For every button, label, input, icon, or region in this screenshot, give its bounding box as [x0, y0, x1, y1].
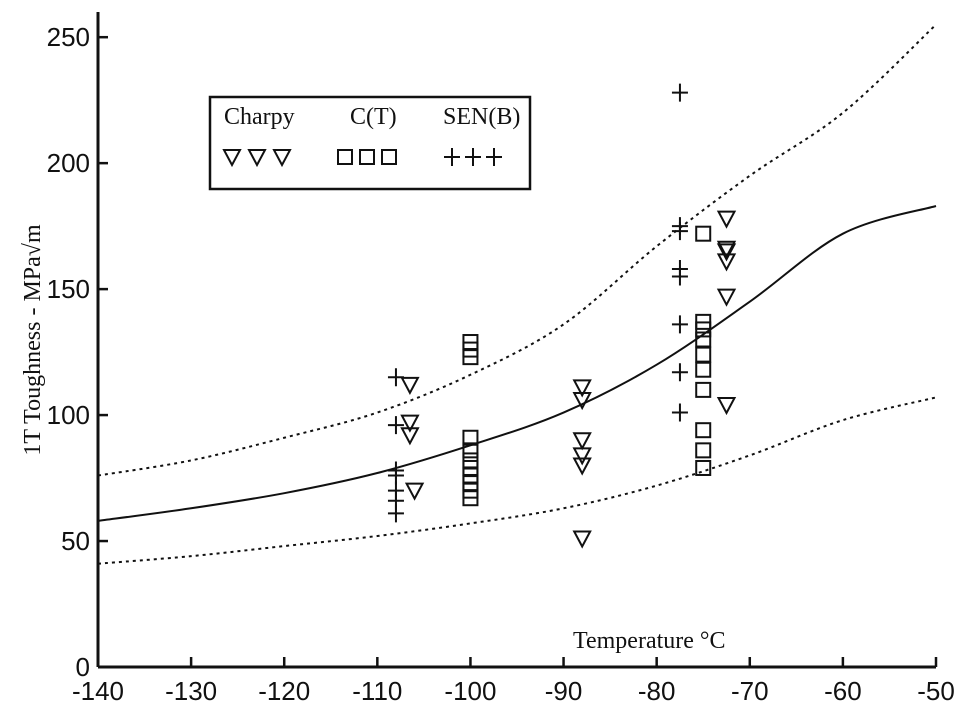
- x-tick-label: -130: [165, 676, 217, 706]
- sen-b-point: [671, 83, 688, 102]
- legend-box: [208, 95, 532, 191]
- y-tick-label: 50: [61, 526, 90, 556]
- median-curve: [97, 205, 937, 522]
- x-tick-label: -120: [258, 676, 310, 706]
- c-t-point: [695, 225, 712, 242]
- c-t-point: [462, 490, 479, 507]
- legend-label-ct: C(T): [350, 104, 397, 130]
- charpy-point: [716, 210, 737, 229]
- legend-marker-charpy: [222, 149, 242, 168]
- y-tick-label: 100: [47, 400, 90, 430]
- legend-label-senb: SEN(B): [443, 104, 520, 130]
- c-t-point: [695, 361, 712, 378]
- legend-marker-senb: [465, 148, 481, 166]
- charpy-point: [572, 391, 592, 411]
- legend-marker-ct: [337, 149, 353, 165]
- x-tick-label: -110: [352, 676, 402, 706]
- x-tick-label: -50: [917, 676, 955, 706]
- charpy-point: [404, 482, 425, 501]
- sen-b-point: [387, 416, 404, 435]
- x-axis-title: Temperature °C: [573, 628, 726, 654]
- charpy-point: [400, 376, 420, 395]
- c-t-point: [462, 349, 479, 366]
- y-axis-title: 1T Toughness - MPa√m: [20, 224, 46, 456]
- data-points: [387, 83, 737, 549]
- legend-label-charpy: Charpy: [224, 104, 295, 130]
- dotted-bound-curve: [97, 23, 937, 477]
- legend-marker-ct: [381, 149, 397, 165]
- legend-marker-senb: [486, 148, 502, 166]
- sen-b-point: [387, 504, 404, 523]
- y-tick-label: 0: [76, 652, 90, 682]
- sen-b-point: [671, 403, 688, 422]
- charpy-point: [400, 414, 420, 433]
- x-tick-label: -80: [638, 676, 676, 706]
- c-t-point: [462, 429, 479, 446]
- x-tick-label: -140: [72, 676, 124, 706]
- x-tick-label: -90: [545, 676, 583, 706]
- sen-b-point: [387, 368, 404, 387]
- dotted-bound-curve: [97, 396, 937, 565]
- sen-b-point: [671, 315, 688, 334]
- charpy-point: [572, 457, 592, 476]
- curves: [97, 23, 937, 565]
- charpy-point: [572, 447, 592, 466]
- charpy-point: [572, 432, 592, 451]
- ticks: -140 -130 -120 -110 -100 -90 -80 -70 -60 -50 0 50 10…: [47, 22, 955, 706]
- y-tick-label: 150: [47, 274, 90, 304]
- sen-b-point: [671, 363, 688, 382]
- x-tick-label: -100: [444, 676, 496, 706]
- sen-b-point: [671, 222, 688, 241]
- charpy-point: [716, 397, 737, 416]
- sen-b-point: [671, 267, 688, 286]
- sen-b-point: [387, 466, 404, 485]
- charpy-point: [716, 243, 737, 262]
- charpy-point: [572, 530, 592, 549]
- c-t-point: [695, 346, 712, 363]
- c-t-point: [462, 442, 479, 459]
- charpy-point: [716, 240, 737, 259]
- legend-marker-ct: [359, 149, 375, 165]
- legend-marker-charpy: [272, 149, 292, 168]
- c-t-point: [695, 331, 712, 348]
- charpy-point: [400, 427, 420, 446]
- y-tick-label: 200: [47, 148, 90, 178]
- axes: [96, 12, 936, 669]
- legend-markers: [222, 148, 502, 168]
- legend-marker-senb: [444, 148, 460, 166]
- c-t-point: [695, 381, 712, 398]
- y-tick-label: 250: [47, 22, 90, 52]
- c-t-point: [695, 321, 712, 338]
- legend-marker-charpy: [247, 149, 267, 168]
- x-tick-label: -60: [824, 676, 862, 706]
- charpy-point: [716, 253, 737, 272]
- legend: Charpy C(T) SEN(B): [208, 95, 532, 191]
- charpy-point: [716, 288, 737, 307]
- c-t-point: [695, 442, 712, 459]
- x-tick-label: -70: [731, 676, 769, 706]
- charpy-point: [572, 379, 592, 398]
- c-t-point: [695, 459, 712, 476]
- c-t-point: [695, 422, 712, 439]
